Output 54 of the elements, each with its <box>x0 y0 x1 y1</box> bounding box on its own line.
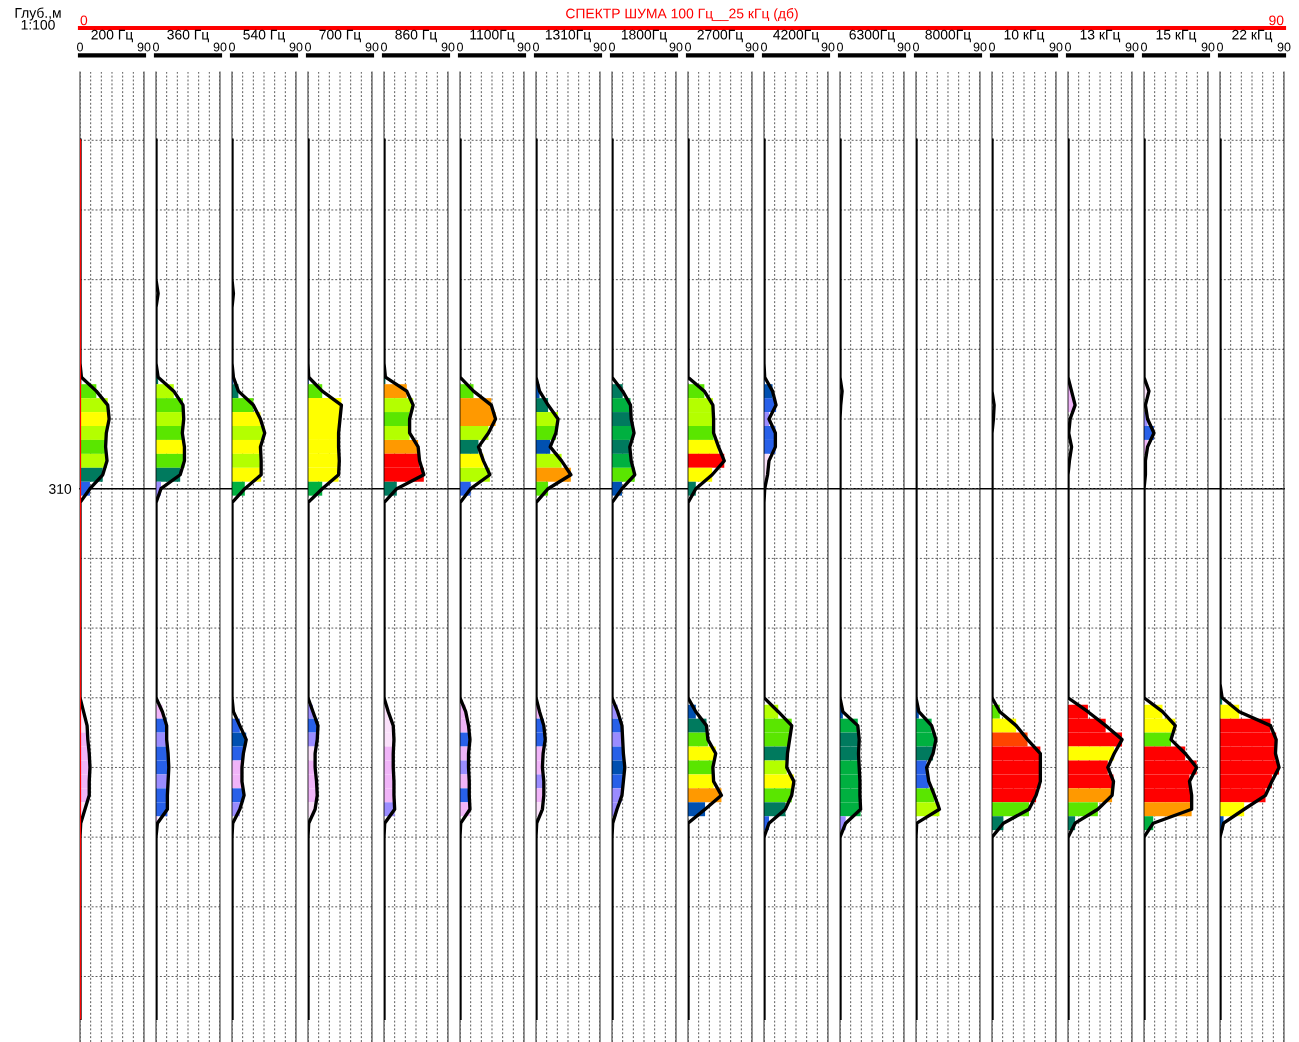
x-tick-label: 90 <box>213 42 227 52</box>
chart-title: 1310Гц <box>545 29 591 43</box>
x-tick-label: 0 <box>685 42 691 52</box>
y-tick-label: 310 <box>49 484 72 494</box>
x-tick-label: 0 <box>305 42 311 52</box>
chart-title: 22 кГц <box>1232 29 1273 43</box>
x-tick-label: 90 <box>897 42 911 52</box>
chart-title: 1100Гц <box>470 29 515 43</box>
x-tick-label: 0 <box>609 42 615 52</box>
chart-title: 4200Гц <box>773 29 819 43</box>
x-tick-label: 0 <box>1141 42 1147 52</box>
x-tick-label: 0 <box>913 42 919 52</box>
x-tick-label: 0 <box>77 42 83 52</box>
x-tick-label: 90 <box>1277 42 1291 52</box>
chart-title: 6300Гц <box>849 29 895 43</box>
x-tick-label: 90 <box>441 42 455 52</box>
x-tick-label: 0 <box>229 42 235 52</box>
x-tick-label: 0 <box>153 42 159 52</box>
x-tick-label: 0 <box>1065 42 1071 52</box>
text: 0 <box>80 15 88 26</box>
text: Глуб.,м <box>15 7 61 21</box>
chart-title: 15 кГц <box>1156 29 1197 43</box>
x-tick-label: 0 <box>1217 42 1223 52</box>
x-tick-label: 90 <box>1125 42 1139 52</box>
x-tick-label: 90 <box>821 42 835 52</box>
x-tick-label: 90 <box>137 42 151 52</box>
chart-title: 200 Гц <box>91 29 133 43</box>
x-tick-label: 90 <box>365 42 379 52</box>
x-tick-label: 90 <box>289 42 303 52</box>
x-tick-label: 90 <box>973 42 987 52</box>
x-tick-label: 0 <box>381 42 387 52</box>
chart-title: 2700Гц <box>697 29 743 43</box>
x-tick-label: 90 <box>1049 42 1063 52</box>
x-tick-label: 90 <box>745 42 759 52</box>
chart-title: 13 кГц <box>1080 29 1121 43</box>
x-tick-label: 0 <box>989 42 995 52</box>
x-tick-label: 90 <box>593 42 607 52</box>
text: 1:100 <box>21 19 55 30</box>
chart-title: 8000Гц <box>925 29 971 43</box>
x-tick-label: 90 <box>669 42 683 52</box>
x-tick-label: 0 <box>533 42 539 52</box>
x-tick-label: 0 <box>761 42 767 52</box>
x-tick-label: 90 <box>1201 42 1215 52</box>
x-tick-label: 90 <box>517 42 531 52</box>
chart-title: 360 Гц <box>167 29 209 43</box>
chart-title: 860 Гц <box>395 29 437 43</box>
chart-title: 700 Гц <box>319 29 361 43</box>
x-tick-label: 0 <box>457 42 463 52</box>
chart-title: 540 Гц <box>243 29 285 43</box>
x-tick-label: 0 <box>837 42 843 52</box>
text: 90 <box>1269 15 1284 26</box>
text: СПЕКТР ШУМА 100 Гц__25 кГц (дб) <box>566 8 798 22</box>
chart-title: 10 кГц <box>1004 29 1045 43</box>
chart-title: 1800Гц <box>621 29 667 43</box>
